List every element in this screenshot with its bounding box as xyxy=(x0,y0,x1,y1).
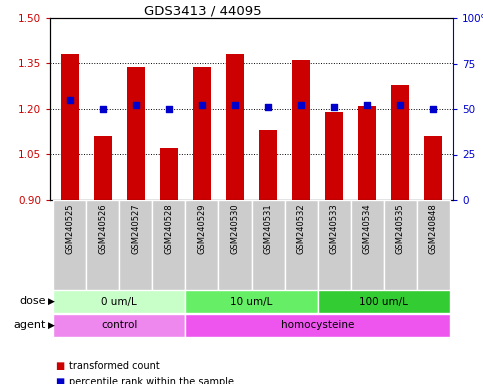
Bar xyxy=(259,130,277,200)
Point xyxy=(99,106,107,112)
Text: GSM240527: GSM240527 xyxy=(131,204,141,254)
Bar xyxy=(86,200,119,290)
Bar xyxy=(153,200,185,290)
Bar xyxy=(127,66,145,200)
Text: GSM240533: GSM240533 xyxy=(329,204,339,254)
Bar xyxy=(185,314,450,337)
Text: GDS3413 / 44095: GDS3413 / 44095 xyxy=(144,5,262,18)
Text: GSM240525: GSM240525 xyxy=(65,204,74,254)
Bar xyxy=(119,200,153,290)
Text: GSM240529: GSM240529 xyxy=(198,204,206,254)
Text: 100 um/L: 100 um/L xyxy=(359,296,408,306)
Text: GSM240532: GSM240532 xyxy=(297,204,306,254)
Text: agent: agent xyxy=(14,321,46,331)
Point xyxy=(198,102,206,108)
Bar xyxy=(252,200,284,290)
Bar xyxy=(53,290,185,313)
Bar xyxy=(185,290,317,313)
Bar xyxy=(351,200,384,290)
Bar xyxy=(185,200,218,290)
Bar xyxy=(317,290,450,313)
Text: GSM240530: GSM240530 xyxy=(230,204,240,254)
Bar xyxy=(391,85,409,200)
Text: GSM240526: GSM240526 xyxy=(99,204,107,254)
Point xyxy=(330,104,338,110)
Point xyxy=(66,97,74,103)
Text: GSM240848: GSM240848 xyxy=(429,204,438,254)
Text: ▶: ▶ xyxy=(48,297,55,306)
Point xyxy=(165,106,173,112)
Bar xyxy=(226,55,244,200)
Text: GSM240534: GSM240534 xyxy=(363,204,371,254)
Point xyxy=(363,102,371,108)
Bar xyxy=(218,200,252,290)
Text: GSM240528: GSM240528 xyxy=(164,204,173,254)
Text: ■: ■ xyxy=(55,361,64,371)
Text: control: control xyxy=(101,321,138,331)
Text: GSM240535: GSM240535 xyxy=(396,204,405,254)
Text: percentile rank within the sample: percentile rank within the sample xyxy=(70,377,234,384)
Point xyxy=(264,104,272,110)
Text: 10 um/L: 10 um/L xyxy=(230,296,273,306)
Bar xyxy=(160,149,178,200)
Point xyxy=(297,102,305,108)
Text: dose: dose xyxy=(19,296,46,306)
Bar xyxy=(325,112,343,200)
Bar xyxy=(53,314,185,337)
Bar xyxy=(424,136,442,200)
Point xyxy=(396,102,404,108)
Bar xyxy=(284,200,317,290)
Bar xyxy=(193,66,211,200)
Text: transformed count: transformed count xyxy=(70,361,160,371)
Bar xyxy=(317,200,351,290)
Point xyxy=(132,102,140,108)
Text: GSM240531: GSM240531 xyxy=(264,204,272,254)
Point xyxy=(231,102,239,108)
Text: ▶: ▶ xyxy=(48,321,55,330)
Bar xyxy=(292,60,310,200)
Point xyxy=(429,106,437,112)
Bar xyxy=(417,200,450,290)
Bar xyxy=(358,106,376,200)
Text: ■: ■ xyxy=(55,377,64,384)
Bar xyxy=(94,136,112,200)
Text: 0 um/L: 0 um/L xyxy=(101,296,137,306)
Text: homocysteine: homocysteine xyxy=(281,321,354,331)
Bar xyxy=(384,200,417,290)
Bar xyxy=(61,55,79,200)
Bar xyxy=(53,200,86,290)
